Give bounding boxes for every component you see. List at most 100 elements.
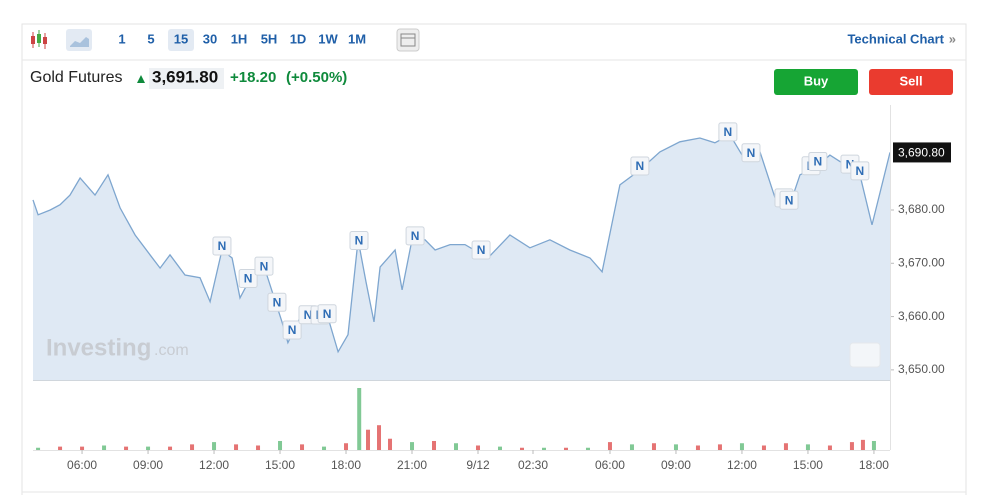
news-marker[interactable] <box>267 292 287 312</box>
instrument-name: Gold Futures <box>30 69 122 86</box>
volume-bar <box>783 443 788 450</box>
news-marker[interactable] <box>741 143 761 163</box>
price: 3,691.80 <box>152 67 218 86</box>
volume-bar <box>168 446 173 450</box>
news-label[interactable]: N <box>747 146 756 160</box>
price-area <box>33 134 890 380</box>
x-tick-label: 18:00 <box>331 458 361 472</box>
volume-bar <box>234 444 239 450</box>
area-chart-icon[interactable] <box>66 29 92 51</box>
volume-bar <box>377 425 382 450</box>
volume-bar <box>805 444 810 450</box>
news-marker[interactable] <box>238 269 258 289</box>
news-label[interactable]: N <box>288 323 297 337</box>
volume-bar <box>454 443 459 450</box>
news-label[interactable]: N <box>244 272 253 286</box>
news-label[interactable]: N <box>411 229 420 243</box>
news-label[interactable]: N <box>785 193 794 207</box>
news-marker[interactable] <box>718 122 738 142</box>
volume-bar <box>607 442 612 450</box>
last-price-label: 3,690.80 <box>898 146 945 160</box>
news-marker[interactable] <box>405 226 425 246</box>
news-label[interactable]: N <box>304 308 313 322</box>
news-label[interactable]: N <box>273 295 282 309</box>
x-tick-label: 15:00 <box>793 458 823 472</box>
y-tick-label: 3,660.00 <box>898 309 945 323</box>
interval-button[interactable]: 1 <box>118 31 125 46</box>
candle-icon[interactable] <box>31 30 47 49</box>
news-marker[interactable] <box>850 161 870 181</box>
news-marker[interactable] <box>282 320 302 340</box>
y-tick-label: 3,680.00 <box>898 202 945 216</box>
interval-button[interactable]: 1D <box>290 31 307 46</box>
volume-bar <box>827 445 832 450</box>
interval-button[interactable]: 30 <box>203 31 217 46</box>
volume-bar <box>563 447 568 450</box>
news-marker[interactable] <box>630 156 650 176</box>
news-label[interactable]: N <box>218 239 227 253</box>
interval-button[interactable]: 15 <box>174 31 188 46</box>
interval-button[interactable]: 1M <box>348 31 366 46</box>
volume-bar <box>849 442 854 450</box>
news-label[interactable]: N <box>323 307 332 321</box>
volume-bar <box>860 439 865 450</box>
x-tick-label: 18:00 <box>859 458 889 472</box>
volume-bar <box>58 446 63 450</box>
x-tick-label: 02:30 <box>518 458 548 472</box>
link-icon[interactable]: » <box>949 31 956 46</box>
volume-bar <box>673 444 678 450</box>
volume-bar <box>190 444 195 450</box>
y-tick-label: 3,670.00 <box>898 255 945 269</box>
technical-chart-link[interactable]: Technical Chart <box>847 31 944 46</box>
sell-label[interactable]: Sell <box>899 73 922 88</box>
volume-bar <box>146 446 151 450</box>
settings-icon[interactable] <box>396 28 420 52</box>
sell-button[interactable]: Sell <box>869 69 953 95</box>
news-label[interactable]: N <box>636 159 645 173</box>
buy-button[interactable]: Buy <box>774 69 858 95</box>
volume-bar <box>585 447 590 450</box>
volume-bar <box>410 442 415 450</box>
news-label[interactable]: N <box>260 259 269 273</box>
news-label[interactable]: N <box>477 243 486 257</box>
news-label[interactable]: N <box>856 164 865 178</box>
x-tick-label: 12:00 <box>727 458 757 472</box>
volume-bar <box>761 445 766 450</box>
news-label[interactable]: N <box>355 234 364 248</box>
news-marker[interactable] <box>808 151 828 171</box>
news-marker[interactable] <box>349 231 369 251</box>
news-label[interactable]: N <box>724 125 733 139</box>
volume-bar <box>278 440 283 450</box>
x-tick-label: 15:00 <box>265 458 295 472</box>
x-tick-label: 06:00 <box>595 458 625 472</box>
news-marker[interactable] <box>779 190 799 210</box>
news-label[interactable]: N <box>814 155 823 169</box>
overlay-button[interactable] <box>849 342 881 368</box>
interval-button[interactable]: 1H <box>231 31 248 46</box>
volume-bar <box>300 444 305 450</box>
buy-label[interactable]: Buy <box>804 73 829 88</box>
watermark-suffix: .com <box>154 342 189 359</box>
x-tick-label: 09:00 <box>661 458 691 472</box>
interval-button[interactable]: 5 <box>147 31 154 46</box>
x-tick-label: 06:00 <box>67 458 97 472</box>
volume-bar <box>322 446 327 450</box>
interval-button[interactable]: 5H <box>261 31 278 46</box>
active-interval-bg <box>168 29 194 51</box>
volume-bar <box>80 446 85 450</box>
volume-bar <box>629 444 634 450</box>
volume-bar <box>871 440 876 450</box>
interval-button[interactable]: 1W <box>318 31 338 46</box>
news-label[interactable]: N <box>846 157 855 171</box>
volume-bar <box>475 445 480 450</box>
news-marker[interactable] <box>317 304 337 324</box>
volume-bar <box>212 442 217 450</box>
volume-bar <box>651 443 656 450</box>
volume-bar <box>695 445 700 450</box>
news-marker[interactable] <box>471 240 491 260</box>
news-marker[interactable] <box>212 236 232 256</box>
news-marker[interactable] <box>254 256 274 276</box>
volume-bar <box>541 447 546 450</box>
watermark-brand: Investing <box>46 334 151 361</box>
